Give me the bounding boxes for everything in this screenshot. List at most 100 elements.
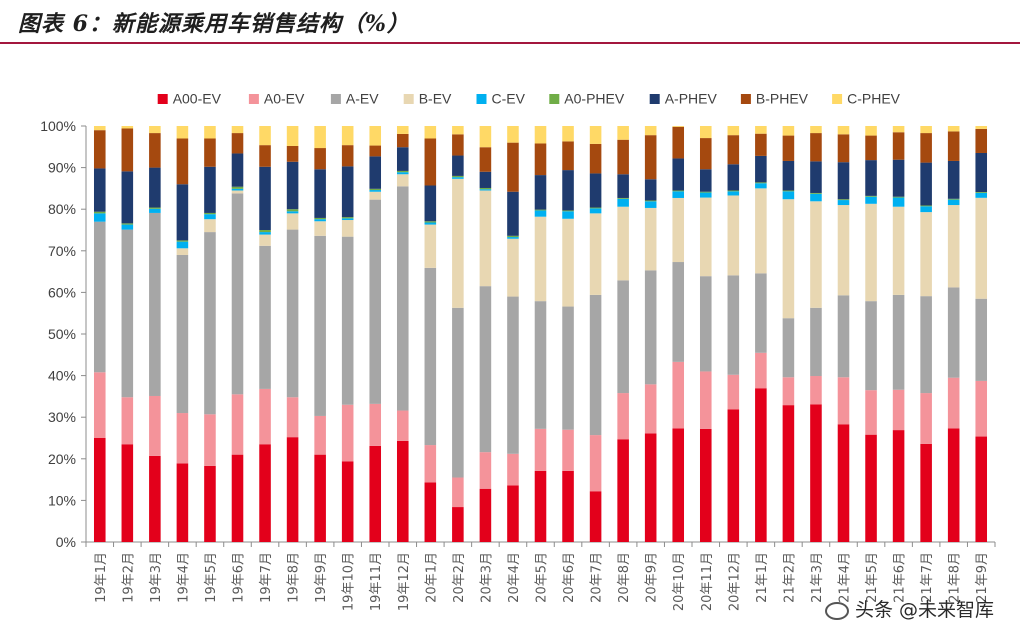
bar-segment <box>204 232 216 415</box>
bar-segment <box>920 205 932 207</box>
bar-segment <box>534 209 547 211</box>
watermark: 头条 @未来智库 <box>824 595 994 622</box>
bar-segment <box>479 187 492 190</box>
bar-segment <box>121 224 134 230</box>
x-tick-label: 19年1月 <box>94 552 109 603</box>
bar-segment <box>975 192 988 193</box>
bar-segment <box>727 409 740 542</box>
bar-segment <box>259 245 271 389</box>
bar-segment <box>699 169 712 192</box>
bar-segment <box>975 197 988 299</box>
bar-segment <box>644 135 657 180</box>
bar-segment <box>865 390 877 435</box>
bar-segment <box>176 241 189 249</box>
figure-title: 图表 6：新能源乘用车销售结构（%） <box>18 11 410 37</box>
bar-segment <box>341 166 354 218</box>
bar-segment <box>286 437 299 542</box>
bar-segment <box>947 287 960 378</box>
bar-segment <box>507 235 519 238</box>
bar-segment <box>589 207 602 209</box>
bar-segment <box>562 210 574 212</box>
bar-segment <box>727 190 740 192</box>
bar-segment <box>452 175 464 178</box>
bar-segment <box>837 205 850 296</box>
x-tick-label: 19年10月 <box>342 552 357 611</box>
legend-label: A0-PHEV <box>564 91 625 107</box>
bar-segment <box>479 190 492 287</box>
bar-segment <box>231 126 244 134</box>
bar-segment <box>617 280 629 394</box>
title-divider <box>0 42 1020 44</box>
bar-segment <box>975 152 988 193</box>
bar-segment <box>452 307 464 478</box>
bar-segment <box>975 436 988 542</box>
bar-segment <box>204 138 216 167</box>
bar-segment <box>121 171 134 224</box>
bar-segment <box>314 454 326 542</box>
bar-segment <box>176 248 189 255</box>
bar-segment <box>947 428 960 542</box>
bar-segment <box>947 126 960 132</box>
bar-segment <box>93 168 106 212</box>
y-tick-label: 20% <box>48 451 76 467</box>
bar-segment <box>617 139 629 175</box>
bar-segment <box>644 179 657 201</box>
bar-segment <box>286 209 299 212</box>
bar-segment <box>755 273 767 353</box>
bar-segment <box>314 169 326 218</box>
bar-segment <box>149 212 161 396</box>
bar-segment <box>231 193 244 395</box>
x-tick-label: 21年2月 <box>782 552 797 603</box>
y-tick-label: 50% <box>48 326 76 342</box>
bar-segment <box>810 126 822 134</box>
bar-segment <box>534 301 547 429</box>
bar-segment <box>837 424 850 542</box>
bar-segment <box>947 377 960 429</box>
bar-segment <box>424 482 437 542</box>
bar-segment <box>149 207 161 209</box>
bar-segment <box>782 135 795 161</box>
bar-segment <box>865 195 877 197</box>
x-tick-label: 19年2月 <box>121 552 136 603</box>
bar-segment <box>699 371 712 429</box>
bar-segment <box>589 143 602 174</box>
bar-segment <box>93 221 106 373</box>
bar-segment <box>507 485 519 542</box>
bar-segment <box>920 162 932 206</box>
bar-segment <box>892 132 905 160</box>
bar-segment <box>920 212 932 297</box>
bar-segment <box>810 161 822 193</box>
bar-segment <box>93 126 106 131</box>
bar-segment <box>396 186 409 411</box>
bar-segment <box>507 237 519 239</box>
bar-segment <box>149 208 161 213</box>
x-tick-label: 20年10月 <box>672 552 687 611</box>
watermark-icon <box>824 601 849 620</box>
bar-segment <box>837 295 850 378</box>
legend-label: A00-EV <box>173 91 222 107</box>
bar-segment <box>782 191 795 200</box>
y-tick-label: 60% <box>48 284 76 300</box>
bar-segment <box>865 301 877 391</box>
bar-segment <box>369 403 382 446</box>
bar-segment <box>424 267 437 446</box>
bar-segment <box>396 440 409 542</box>
bar-segment <box>755 388 767 542</box>
bar-segment <box>507 191 519 236</box>
bar-segment <box>837 199 850 201</box>
bar-segment <box>892 159 905 197</box>
bar-segment <box>507 453 519 486</box>
bar-segment <box>892 197 905 207</box>
bar-segment <box>810 133 822 162</box>
x-tick-label: 19年4月 <box>176 552 191 603</box>
bar-segment <box>534 470 547 542</box>
bar-segment <box>810 376 822 405</box>
bar-segment <box>727 164 740 191</box>
bar-segment <box>892 196 905 198</box>
bar-segment <box>396 172 409 175</box>
bar-segment <box>755 188 767 274</box>
bar-segment <box>699 126 712 139</box>
legend-swatch <box>403 94 414 104</box>
bar-segment <box>452 507 464 542</box>
bar-segment <box>810 192 822 194</box>
